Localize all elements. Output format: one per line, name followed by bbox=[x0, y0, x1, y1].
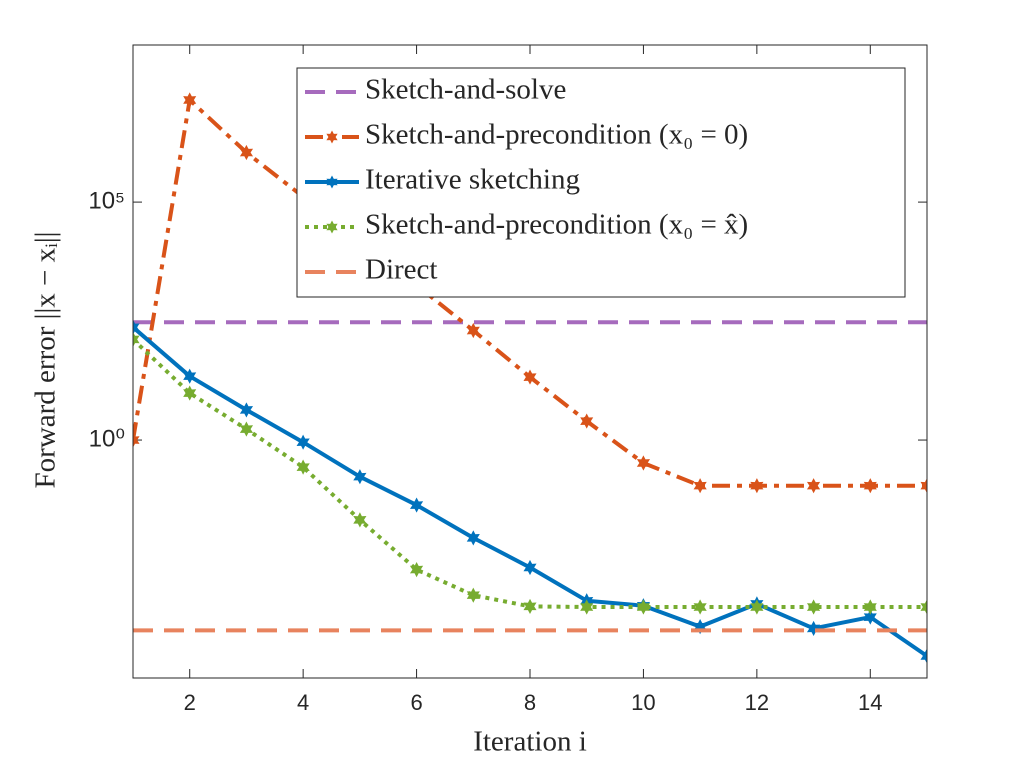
x-tick-label: 2 bbox=[184, 690, 196, 715]
x-axis-label: Iteration i bbox=[473, 726, 587, 758]
series-marker bbox=[863, 609, 877, 625]
legend-marker bbox=[326, 220, 338, 234]
series-marker bbox=[580, 599, 594, 615]
series-marker bbox=[806, 620, 821, 636]
x-tick-label: 10 bbox=[631, 690, 655, 715]
legend-label: Sketch-and-precondition (x₀ = x̂) bbox=[365, 209, 748, 241]
series-marker bbox=[296, 434, 310, 450]
series-marker bbox=[409, 497, 424, 513]
series-marker bbox=[920, 648, 927, 664]
series-marker bbox=[466, 530, 480, 546]
series-marker bbox=[183, 92, 197, 108]
series-marker bbox=[296, 459, 310, 475]
legend-label: Direct bbox=[365, 254, 437, 286]
series-marker bbox=[750, 478, 764, 494]
x-tick-label: 12 bbox=[745, 690, 769, 715]
series-marker bbox=[806, 599, 821, 615]
series-marker bbox=[523, 369, 537, 385]
x-tick-label: 8 bbox=[524, 690, 536, 715]
series-marker bbox=[183, 385, 197, 401]
y-tick-label: 10⁵ bbox=[88, 187, 125, 214]
series-marker bbox=[863, 478, 877, 494]
series-marker bbox=[466, 322, 480, 339]
series-marker bbox=[133, 432, 140, 448]
x-tick-label: 14 bbox=[858, 690, 882, 715]
legend-label: Sketch-and-solve bbox=[365, 74, 566, 106]
series-marker bbox=[353, 469, 367, 485]
series-marker bbox=[523, 598, 537, 614]
series-marker bbox=[466, 587, 480, 603]
x-tick-label: 4 bbox=[297, 690, 309, 715]
series-marker bbox=[920, 478, 927, 494]
series-marker bbox=[183, 368, 197, 384]
series-marker bbox=[750, 599, 764, 615]
legend-label: Iterative sketching bbox=[365, 164, 580, 196]
series-marker bbox=[636, 599, 651, 615]
series-marker bbox=[133, 331, 140, 347]
series-marker bbox=[693, 478, 707, 494]
y-axis-label: Forward error ||x − xᵢ|| bbox=[30, 232, 62, 489]
series-marker bbox=[863, 599, 877, 615]
series-marker bbox=[523, 559, 537, 576]
legend-label: Sketch-and-precondition (x₀ = 0) bbox=[365, 119, 748, 151]
series-marker bbox=[353, 512, 367, 528]
axes-box bbox=[132, 44, 928, 679]
x-tick-label: 6 bbox=[410, 690, 422, 715]
series-marker bbox=[636, 455, 651, 471]
series-marker bbox=[693, 619, 707, 635]
series-marker bbox=[239, 421, 254, 437]
y-tick-label: 10⁰ bbox=[89, 425, 125, 452]
series-marker bbox=[920, 599, 927, 615]
series-marker bbox=[580, 413, 594, 429]
series-marker bbox=[239, 402, 254, 418]
series-layer bbox=[133, 92, 927, 664]
legend-box bbox=[296, 67, 906, 298]
series-marker bbox=[133, 319, 140, 335]
legend-marker bbox=[326, 130, 338, 144]
legend-marker bbox=[326, 175, 338, 189]
series-marker bbox=[409, 562, 424, 578]
series-marker bbox=[806, 478, 821, 494]
series-marker bbox=[239, 144, 254, 161]
series-marker bbox=[693, 599, 707, 615]
